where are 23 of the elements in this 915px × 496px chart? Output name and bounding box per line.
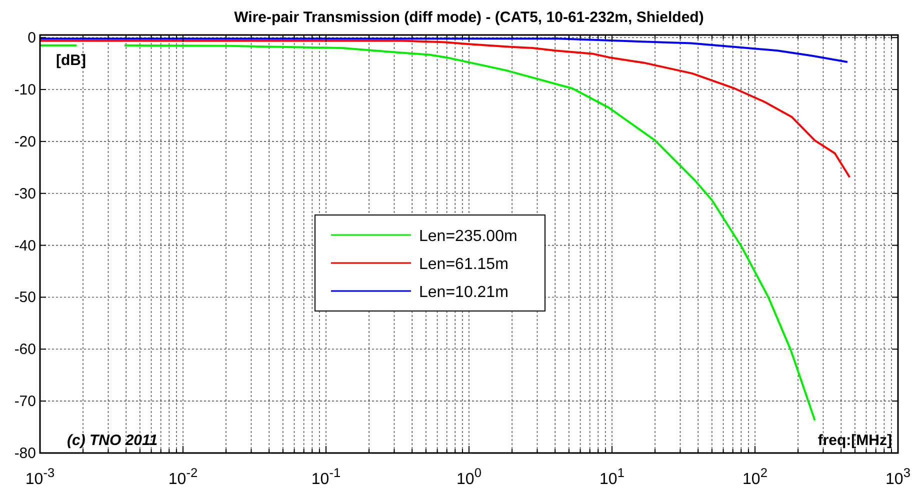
legend-label: Len=10.21m bbox=[419, 284, 508, 301]
y-tick-label: 0 bbox=[28, 30, 36, 47]
y-tick-label: -10 bbox=[14, 82, 36, 99]
y-tick-label: -60 bbox=[14, 341, 36, 358]
chart-title: Wire-pair Transmission (diff mode) - (CAT5, 10-61-232m, Shielded) bbox=[234, 9, 704, 26]
y-tick-label: -40 bbox=[14, 237, 36, 254]
x-tick-label: 10$^{3}$ bbox=[886, 464, 910, 488]
x-axis-title: freq:[MHz] bbox=[818, 432, 892, 449]
y-tick-label: -30 bbox=[14, 185, 36, 202]
x-tick-label: 10$^{0}$ bbox=[456, 464, 482, 488]
y-tick-label: -70 bbox=[14, 393, 36, 410]
y-tick-label: -20 bbox=[14, 133, 36, 150]
legend-label: Len=235.00m bbox=[419, 228, 518, 245]
x-tick-label: 10$^{2}$ bbox=[742, 464, 768, 488]
y-tick-label: -80 bbox=[14, 445, 36, 462]
annotation: (c) TNO 2011 bbox=[67, 432, 158, 449]
legend-label: Len=61.15m bbox=[419, 256, 508, 273]
y-tick-label: -50 bbox=[14, 289, 36, 306]
x-tick-label: 10$^{-1}$ bbox=[311, 464, 341, 488]
x-tick-label: 10$^{-2}$ bbox=[168, 464, 198, 488]
x-tick-label: 10$^{1}$ bbox=[600, 464, 624, 488]
y-axis-title: [dB] bbox=[56, 52, 86, 69]
x-tick-label: 10$^{-3}$ bbox=[25, 464, 55, 488]
